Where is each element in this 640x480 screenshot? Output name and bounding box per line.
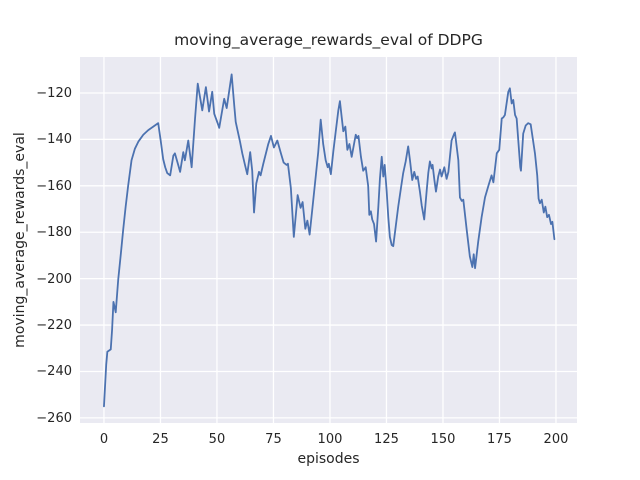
x-axis-label: episodes [297,451,360,467]
y-axis-label: moving_average_rewards_eval [12,132,28,348]
y-tick-label: −120 [36,85,72,101]
x-tick-label: 175 [487,432,512,447]
y-tick-label: −180 [36,225,72,241]
x-tick-label: 25 [152,432,169,447]
chart-title: moving_average_rewards_eval of DDPG [174,31,483,49]
series-line-moving_average_rewards_eval [103,73,556,408]
x-tick-label: 100 [317,432,343,447]
x-tick-label: 150 [430,432,456,447]
x-tick-label: 200 [543,432,569,447]
x-tick-label: 50 [208,432,226,447]
plot-area [80,57,577,423]
y-tick-label: −200 [36,271,72,287]
x-tick-label: 75 [265,432,282,447]
y-tick-label: −240 [36,364,72,380]
x-tick-label: 0 [99,432,109,447]
y-tick-label: −160 [36,178,72,194]
y-tick-label: −140 [36,132,72,148]
x-tick-label: 125 [374,432,399,447]
y-tick-label: −220 [36,318,72,334]
y-tick-label: −260 [36,410,72,426]
